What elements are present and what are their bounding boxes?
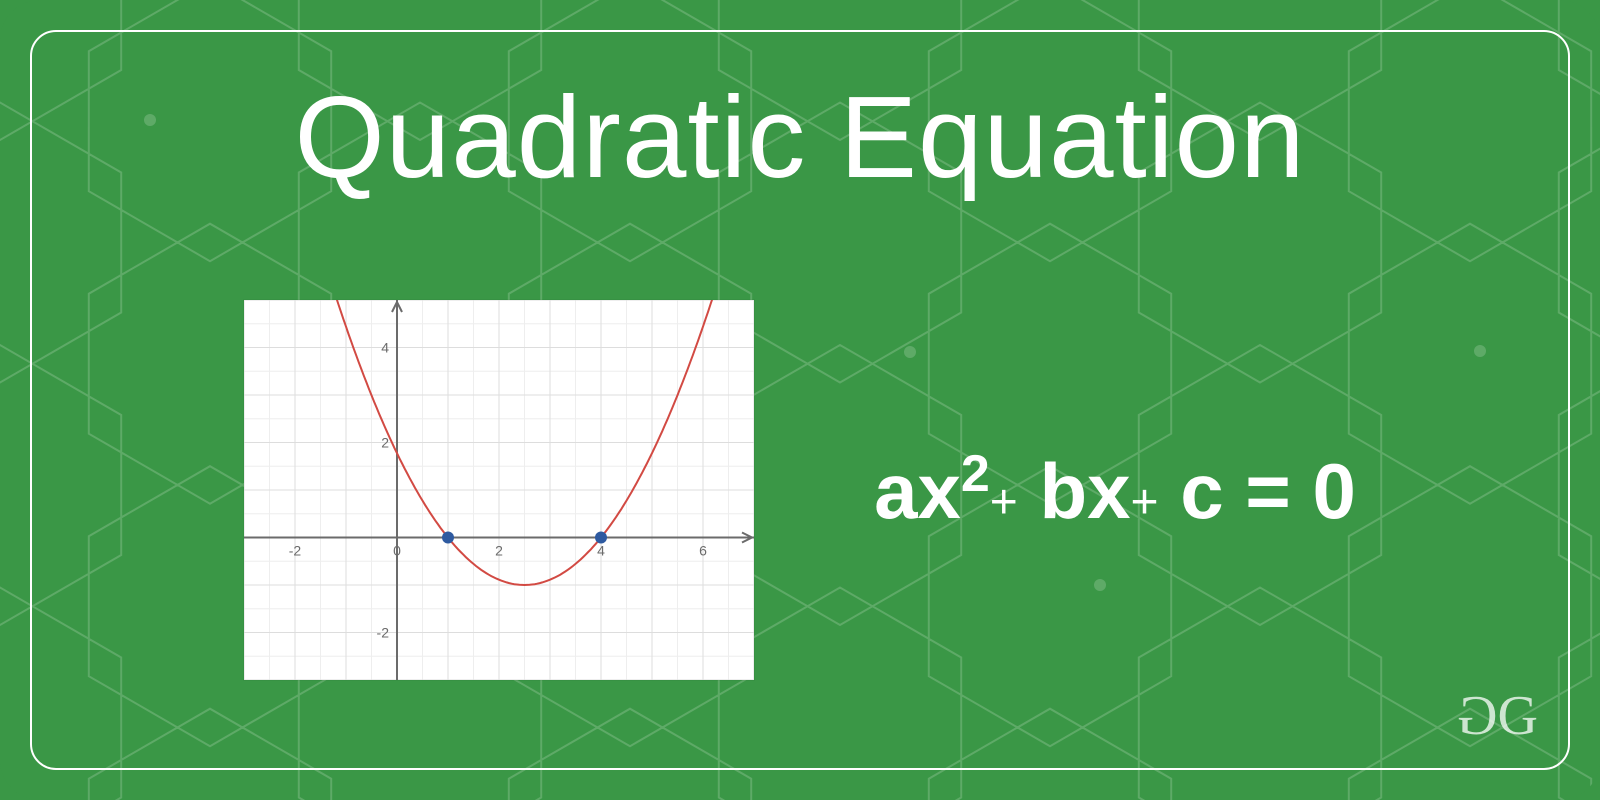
svg-text:0: 0: [393, 543, 401, 559]
equation-equals: =: [1245, 447, 1291, 535]
chart-svg: -2 0 2 4 6 -2 2 4: [244, 300, 754, 680]
page-title: Quadratic Equation: [0, 70, 1600, 204]
equation-zero: 0: [1313, 447, 1356, 535]
equation-term-a: ax: [874, 447, 961, 535]
svg-text:6: 6: [699, 543, 707, 559]
equation-plus-2: +: [1131, 476, 1159, 529]
logo-glyph-left: G: [1457, 684, 1497, 748]
equation-term-c: c: [1180, 447, 1223, 535]
svg-text:-2: -2: [377, 625, 390, 641]
logo-glyph-right: G: [1498, 684, 1538, 748]
svg-text:4: 4: [381, 340, 389, 356]
svg-text:2: 2: [495, 543, 503, 559]
parabola-chart: -2 0 2 4 6 -2 2 4: [244, 300, 754, 680]
content-row: -20246-224 ax2+ bx+ c = 0: [0, 300, 1600, 680]
svg-text:4: 4: [597, 543, 605, 559]
brand-logo: GG: [1457, 684, 1538, 748]
equation-formula: ax2+ bx+ c = 0: [874, 444, 1356, 537]
equation-plus-1: +: [990, 476, 1018, 529]
infographic-card: Quadratic Equation -20246-224 ax2+ bx+ c…: [0, 0, 1600, 800]
equation-term-b: bx: [1039, 447, 1130, 535]
svg-text:2: 2: [381, 435, 389, 451]
equation-exponent: 2: [961, 445, 990, 503]
svg-text:-2: -2: [289, 543, 302, 559]
